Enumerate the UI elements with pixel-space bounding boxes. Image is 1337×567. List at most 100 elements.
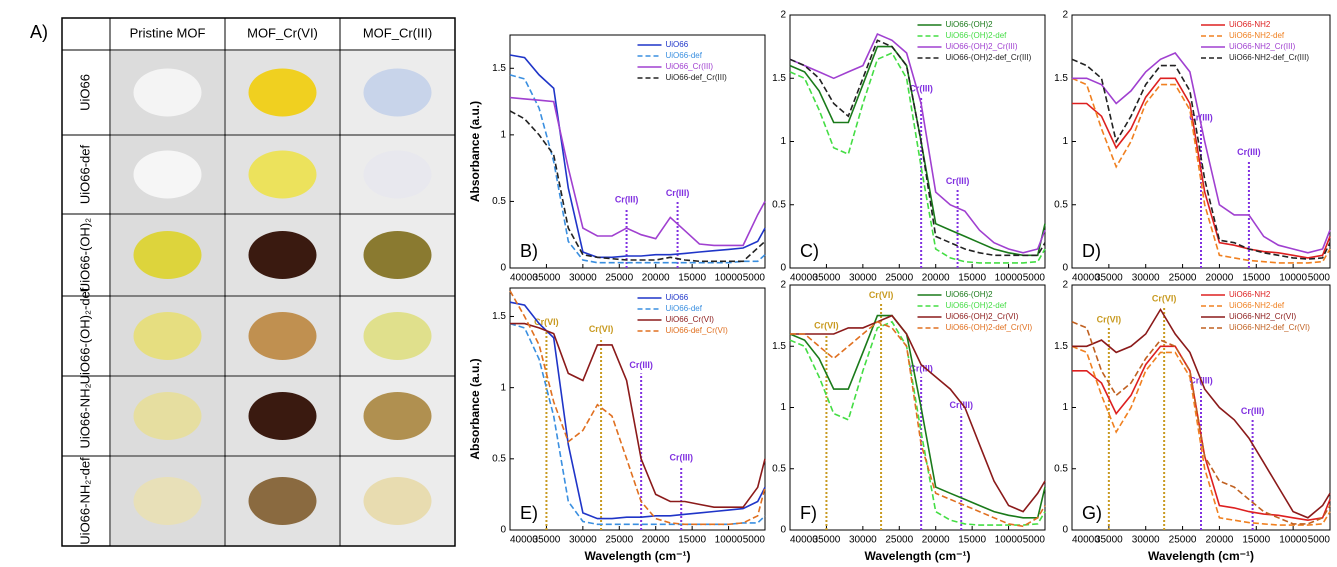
x-tick-label: 25000 bbox=[885, 273, 913, 284]
powder bbox=[249, 312, 317, 360]
powder bbox=[134, 69, 202, 117]
x-tick-label: 15000 bbox=[678, 273, 706, 284]
y-tick-label: 1 bbox=[1062, 136, 1068, 147]
legend-label: UiO66-NH2-def bbox=[1229, 31, 1285, 40]
x-tick-label: 25000 bbox=[605, 273, 633, 284]
y-tick-label: 0.5 bbox=[772, 463, 786, 474]
y-tick-label: 0 bbox=[780, 263, 786, 274]
y-tick-label: 1 bbox=[1062, 402, 1068, 413]
panel-label: C) bbox=[800, 241, 819, 261]
legend-label: UiO66-NH2_Cr(VI) bbox=[1229, 312, 1296, 321]
figure: A) Pristine MOFMOF_Cr(VI)MOF_Cr(III)UiO6… bbox=[0, 0, 1337, 567]
x-tick-label: 10000 bbox=[1279, 535, 1307, 546]
legend-label: UiO66-(OH)2-def bbox=[946, 31, 1008, 40]
powder bbox=[249, 392, 317, 440]
x-axis-label: Wavelength (cm⁻¹) bbox=[1148, 549, 1254, 563]
legend-label: UiO66-def_Cr(III) bbox=[666, 73, 728, 82]
powder bbox=[364, 231, 432, 279]
legend-label: UiO66-(OH)2_Cr(VI) bbox=[946, 312, 1019, 321]
x-tick-label: 5000 bbox=[1308, 273, 1331, 284]
x-tick-label: 25000 bbox=[605, 535, 633, 546]
x-tick-label: 35000 bbox=[533, 535, 561, 546]
annotation: Cr(III) bbox=[629, 360, 653, 370]
annotation: Cr(III) bbox=[615, 194, 639, 204]
x-tick-label: 35000 bbox=[533, 273, 561, 284]
panel-label: F) bbox=[800, 503, 817, 523]
powder bbox=[364, 151, 432, 199]
annotation: Cr(VI) bbox=[1097, 314, 1122, 324]
y-tick-label: 0 bbox=[500, 525, 506, 536]
x-tick-label: 15000 bbox=[958, 273, 986, 284]
y-tick-label: 1.5 bbox=[492, 63, 506, 74]
powder bbox=[364, 69, 432, 117]
y-tick-label: 1.5 bbox=[1054, 341, 1068, 352]
row-label: UiO66-(OH)₂ bbox=[77, 218, 92, 292]
x-tick-label: 30000 bbox=[569, 273, 597, 284]
x-tick-label: 20000 bbox=[642, 273, 670, 284]
annotation: Cr(III) bbox=[909, 84, 933, 94]
legend-label: UiO66-(OH)2 bbox=[946, 290, 994, 299]
x-tick-label: 10000 bbox=[995, 273, 1023, 284]
y-tick-label: 1.5 bbox=[492, 311, 506, 322]
legend-label: UiO66-def bbox=[666, 304, 703, 313]
x-tick-label: 15000 bbox=[1242, 535, 1270, 546]
y-tick-label: 0 bbox=[1062, 525, 1068, 536]
row-label: UiO66-def bbox=[77, 144, 92, 204]
powder bbox=[134, 392, 202, 440]
legend-label: UiO66-(OH)2 bbox=[946, 20, 994, 29]
panel-label: E) bbox=[520, 503, 538, 523]
y-axis-label: Absorbance (a.u.) bbox=[468, 101, 482, 202]
x-tick-label: 30000 bbox=[849, 273, 877, 284]
x-tick-label: 10000 bbox=[995, 535, 1023, 546]
y-tick-label: 0.5 bbox=[1054, 199, 1068, 210]
x-tick-label: 5000 bbox=[1023, 535, 1046, 546]
panel-label: A) bbox=[30, 22, 48, 42]
legend-label: UiO66-(OH)2_Cr(III) bbox=[946, 42, 1018, 51]
panel-label: G) bbox=[1082, 503, 1102, 523]
x-tick-label: 20000 bbox=[1206, 273, 1234, 284]
legend-label: UiO66-NH2 bbox=[1229, 20, 1271, 29]
row-label: UiO66-(OH)₂-def bbox=[77, 287, 92, 384]
legend-label: UiO66_Cr(VI) bbox=[666, 315, 715, 324]
annotation: Cr(III) bbox=[666, 188, 690, 198]
powder bbox=[249, 477, 317, 525]
x-tick-label: 35000 bbox=[1095, 535, 1123, 546]
annotation: Cr(III) bbox=[1241, 406, 1265, 416]
x-tick-label: 20000 bbox=[1206, 535, 1234, 546]
panel-label: D) bbox=[1082, 241, 1101, 261]
legend-label: UiO66-NH2-def bbox=[1229, 301, 1285, 310]
y-tick-label: 1 bbox=[780, 136, 786, 147]
panel-label: B) bbox=[520, 241, 538, 261]
y-tick-label: 2 bbox=[1062, 10, 1068, 21]
legend-label: UiO66-def bbox=[666, 51, 703, 60]
x-tick-label: 25000 bbox=[1169, 273, 1197, 284]
x-tick-label: 20000 bbox=[922, 535, 950, 546]
column-header: Pristine MOF bbox=[130, 25, 206, 40]
x-axis-label: Wavelength (cm⁻¹) bbox=[865, 549, 971, 563]
x-tick-label: 5000 bbox=[1308, 535, 1331, 546]
legend-label: UiO66 bbox=[666, 40, 689, 49]
powder bbox=[364, 312, 432, 360]
x-tick-label: 25000 bbox=[885, 535, 913, 546]
y-tick-label: 2 bbox=[1062, 280, 1068, 291]
x-tick-label: 35000 bbox=[813, 535, 841, 546]
legend-label: UiO66_Cr(III) bbox=[666, 62, 714, 71]
y-tick-label: 1.5 bbox=[772, 341, 786, 352]
y-tick-label: 2 bbox=[780, 280, 786, 291]
legend-label: UiO66-def_Cr(VI) bbox=[666, 326, 729, 335]
powder bbox=[364, 477, 432, 525]
x-tick-label: 5000 bbox=[743, 273, 766, 284]
legend-label: UiO66-NH2-def_Cr(III) bbox=[1229, 53, 1309, 62]
y-tick-label: 1.5 bbox=[1054, 73, 1068, 84]
annotation: Cr(III) bbox=[669, 452, 693, 462]
legend-label: UiO66-NH2-def_Cr(VI) bbox=[1229, 323, 1310, 332]
powder bbox=[249, 69, 317, 117]
y-tick-label: 0 bbox=[780, 525, 786, 536]
powder bbox=[249, 231, 317, 279]
annotation: Cr(VI) bbox=[1152, 293, 1177, 303]
x-tick-label: 15000 bbox=[678, 535, 706, 546]
row-label: UiO66-NH₂ bbox=[77, 384, 92, 449]
legend-label: UiO66-(OH)2-def_Cr(III) bbox=[946, 53, 1032, 62]
powder bbox=[134, 312, 202, 360]
annotation: Cr(III) bbox=[946, 176, 970, 186]
